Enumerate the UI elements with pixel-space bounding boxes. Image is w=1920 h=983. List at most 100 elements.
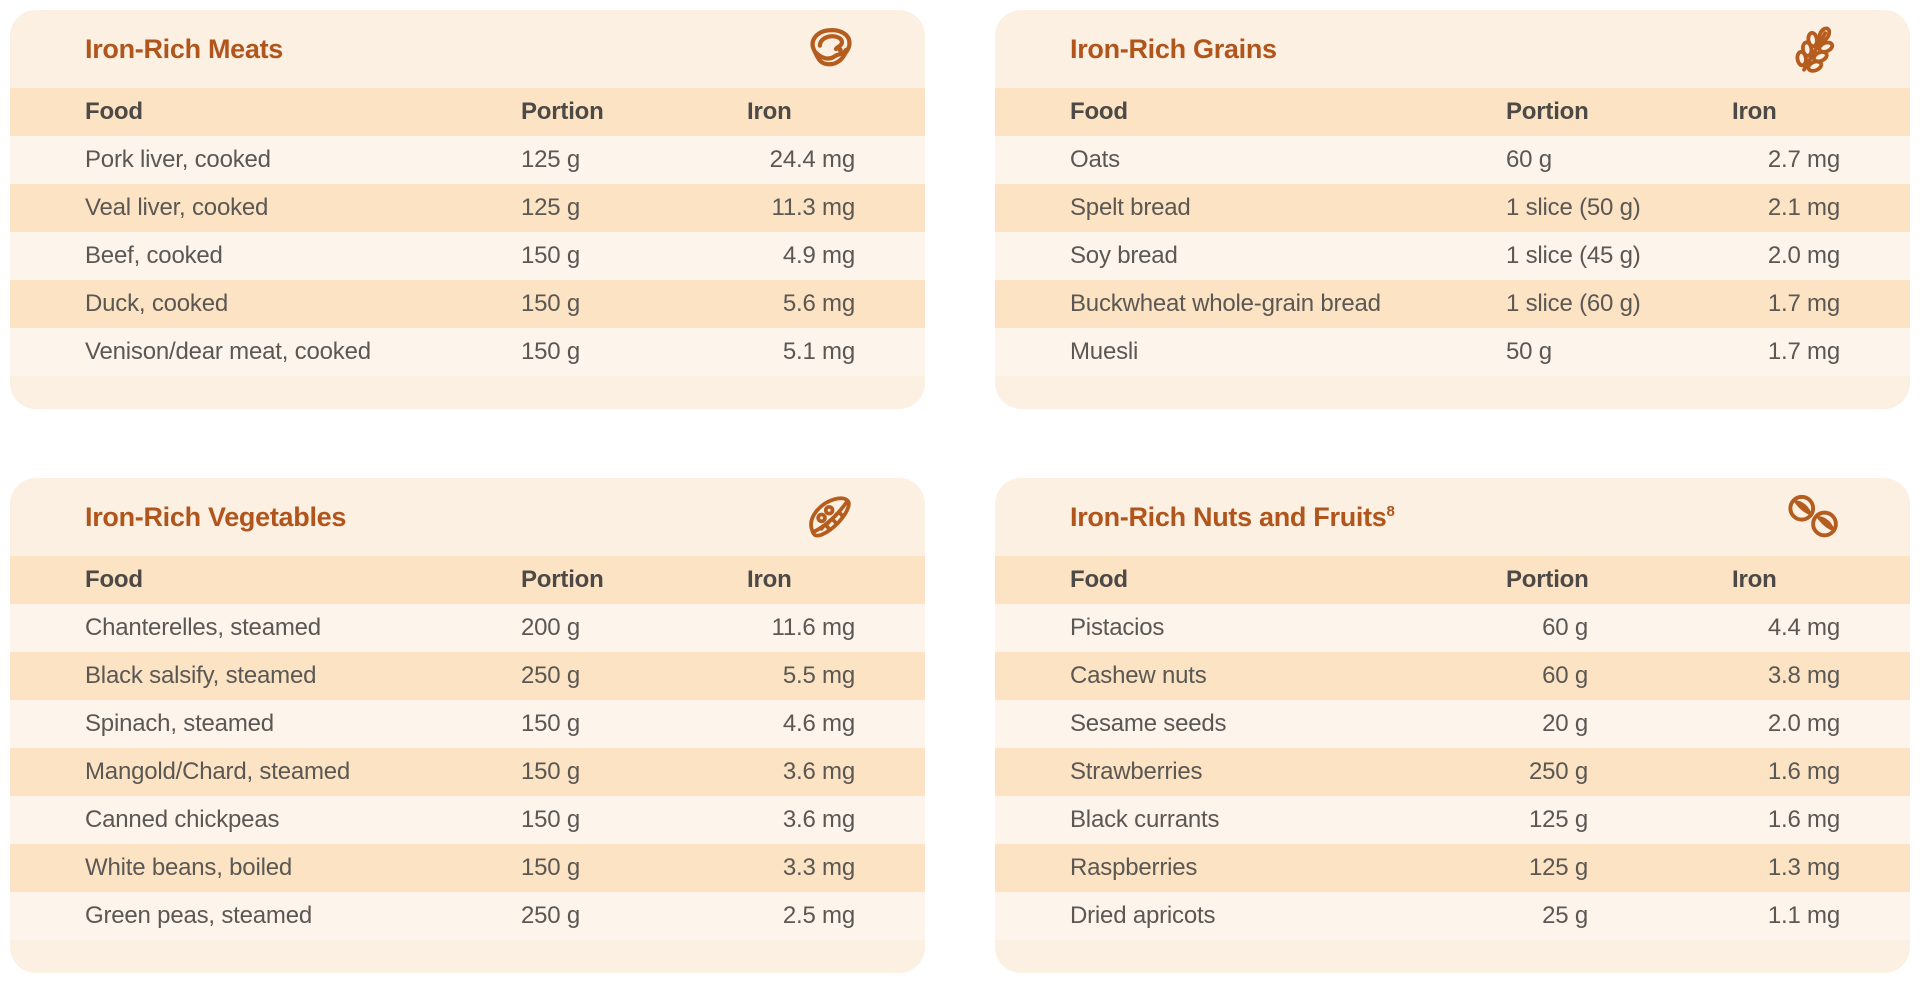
portion-value: 25 g [1542,902,1588,929]
table-row: Venison/dear meat, cooked 150 g 5.1 mg [10,328,925,376]
portion-value: 125 g [1528,806,1588,833]
iron-value: 2.7 mg [1767,146,1840,173]
card-title-text: Iron-Rich Meats [85,33,284,64]
card-header: Iron-Rich Grains [995,10,1910,88]
iron-value: 2.5 mg [782,902,855,929]
portion-value: 150 g [521,758,581,785]
iron-value: 1.6 mg [1767,806,1840,833]
column-header-food: Food [85,566,143,593]
food-cell: Sesame seeds [1070,710,1227,737]
wheat-icon [1788,22,1842,76]
iron-cell: 3.3 mg [747,854,855,882]
iron-cell: 1.3 mg [1732,854,1840,882]
iron-cell: 2.7 mg [1732,146,1840,174]
portion-cell: 150 g [521,338,747,366]
table-header-row: Food Portion Iron [10,556,925,604]
food-cell: Raspberries [1070,854,1198,881]
iron-cell: 3.6 mg [747,758,855,786]
column-header-iron: Iron [1732,98,1777,125]
portion-cell: 125 g [521,194,747,222]
food-cell: Black currants [1070,806,1220,833]
iron-value: 3.8 mg [1767,662,1840,689]
portion-cell: 150 g [521,806,747,834]
portion-value: 150 g [521,242,581,269]
portion-value: 1 slice (45 g) [1506,242,1641,269]
food-cell: White beans, boiled [85,854,292,881]
portion-cell: 25 g [1506,902,1732,930]
portion-cell: 125 g [1506,806,1732,834]
iron-value: 2.0 mg [1767,242,1840,269]
column-header-portion: Portion [521,98,604,125]
table-row: Beef, cooked 150 g 4.9 mg [10,232,925,280]
iron-value: 3.6 mg [782,806,855,833]
portion-cell: 150 g [521,854,747,882]
table-row: Pistacios 60 g 4.4 mg [995,604,1910,652]
portion-value: 1 slice (50 g) [1506,194,1641,221]
food-cell: Veal liver, cooked [85,194,269,221]
card-header: Iron-Rich Meats [10,10,925,88]
iron-value: 5.5 mg [782,662,855,689]
iron-value: 4.9 mg [782,242,855,269]
iron-value: 1.1 mg [1767,902,1840,929]
portion-value: 60 g [1542,662,1588,689]
column-header-portion: Portion [1506,566,1589,593]
portion-value: 150 g [521,854,581,881]
table-row: Spelt bread 1 slice (50 g) 2.1 mg [995,184,1910,232]
portion-cell: 1 slice (60 g) [1506,290,1732,318]
column-header-iron: Iron [747,98,792,125]
portion-value: 50 g [1506,338,1552,365]
table-body: Oats 60 g 2.7 mg Spelt bread 1 slice (50… [995,136,1910,376]
food-cell: Cashew nuts [1070,662,1207,689]
table-row: Veal liver, cooked 125 g 11.3 mg [10,184,925,232]
iron-cell: 5.1 mg [747,338,855,366]
iron-value: 24.4 mg [769,146,855,173]
iron-value: 4.6 mg [782,710,855,737]
table-header-row: Food Portion Iron [10,88,925,136]
iron-cell: 3.6 mg [747,806,855,834]
iron-cell: 1.6 mg [1732,758,1840,786]
card-title-text: Iron-Rich Grains [1070,33,1277,64]
food-cell: Beef, cooked [85,242,223,269]
card-meats: Iron-Rich Meats Food Portion Iron Pork l… [10,10,925,409]
food-cell: Oats [1070,146,1120,173]
food-cell: Soy bread [1070,242,1178,269]
food-cell: Muesli [1070,338,1139,365]
column-header-food: Food [85,98,143,125]
table-row: Duck, cooked 150 g 5.6 mg [10,280,925,328]
iron-cell: 4.6 mg [747,710,855,738]
card-title: Iron-Rich Nuts and Fruits8 [1070,501,1395,532]
iron-value: 1.7 mg [1767,338,1840,365]
iron-cell: 24.4 mg [747,146,855,174]
column-header-portion: Portion [521,566,604,593]
card-nuts: Iron-Rich Nuts and Fruits8 Food Portion … [995,478,1910,973]
food-cell: Canned chickpeas [85,806,280,833]
peapod-icon [803,490,857,544]
portion-cell: 150 g [521,290,747,318]
card-title-text: Iron-Rich Nuts and Fruits [1070,501,1387,532]
iron-value: 1.7 mg [1767,290,1840,317]
portion-cell: 250 g [1506,758,1732,786]
food-cell: Dried apricots [1070,902,1216,929]
portion-value: 125 g [521,194,581,221]
table-row: Chanterelles, steamed 200 g 11.6 mg [10,604,925,652]
portion-value: 125 g [1528,854,1588,881]
portion-value: 20 g [1542,710,1588,737]
portion-cell: 200 g [521,614,747,642]
iron-cell: 2.5 mg [747,902,855,930]
iron-cell: 5.5 mg [747,662,855,690]
portion-value: 250 g [1528,758,1588,785]
card-grains: Iron-Rich Grains Food Portion Iron Oats … [995,10,1910,409]
food-cell: Black salsify, steamed [85,662,317,689]
portion-cell: 250 g [521,662,747,690]
iron-value: 11.3 mg [771,194,855,221]
card-header: Iron-Rich Vegetables [10,478,925,556]
column-header-portion: Portion [1506,98,1589,125]
iron-value: 1.3 mg [1767,854,1840,881]
food-cell: Pork liver, cooked [85,146,271,173]
iron-cell: 4.4 mg [1732,614,1840,642]
portion-value: 150 g [521,806,581,833]
table-row: Muesli 50 g 1.7 mg [995,328,1910,376]
iron-cell: 11.3 mg [747,194,855,222]
table-row: Buckwheat whole-grain bread 1 slice (60 … [995,280,1910,328]
